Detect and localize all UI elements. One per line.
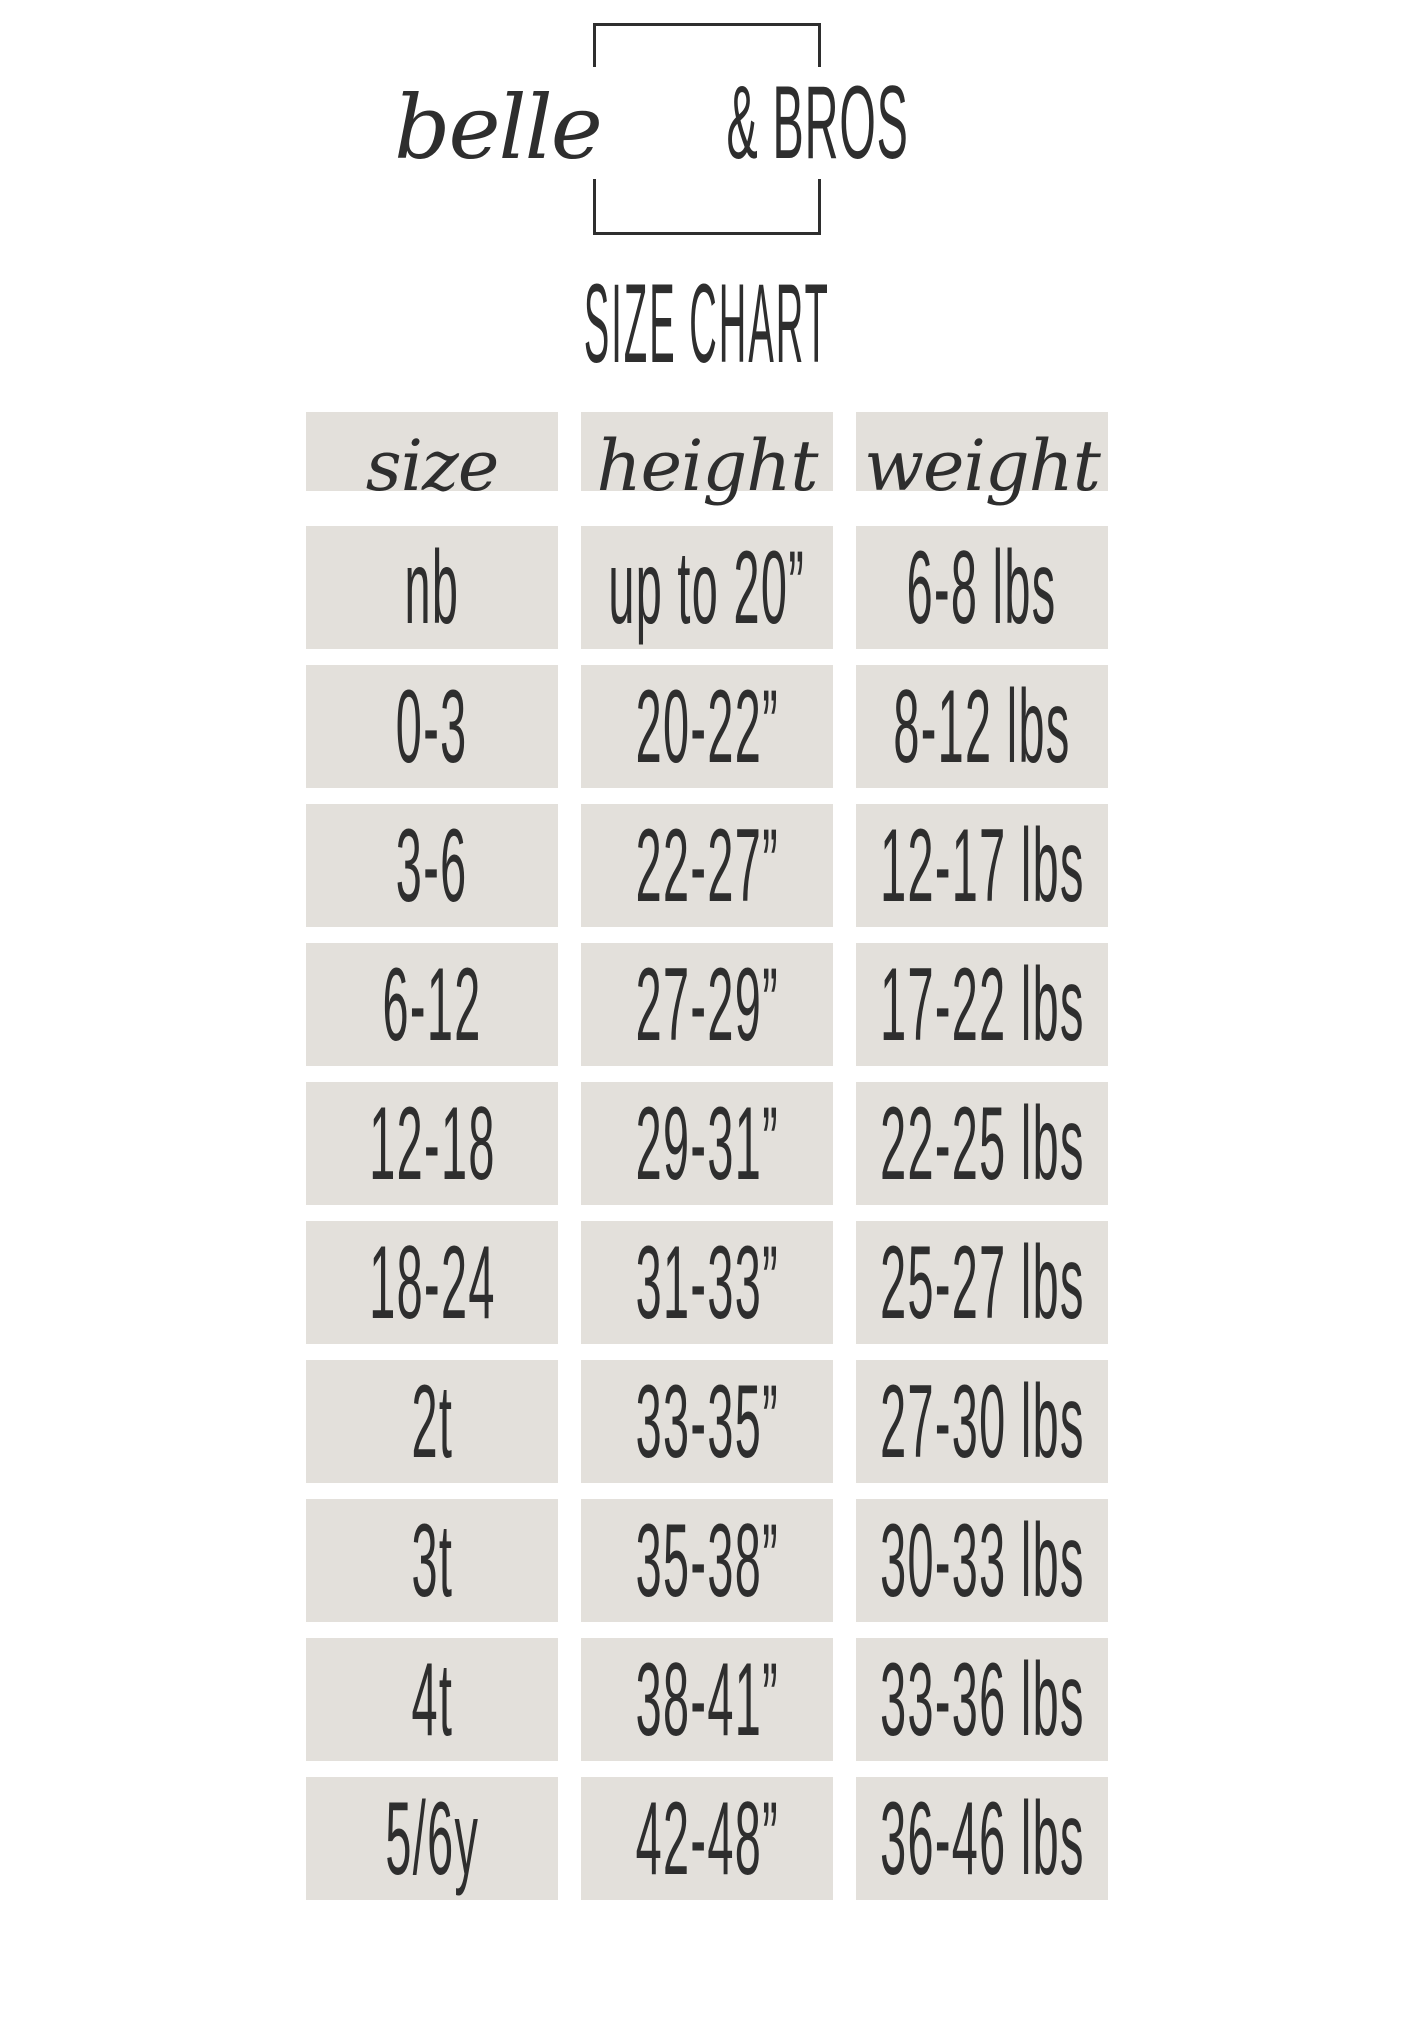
weight-value: 33-36 lbs [879,1641,1085,1758]
size-cell: 18-24 [306,1221,558,1344]
page-title-text: SIZE CHART [583,261,831,386]
weight-cell: 36-46 lbs [856,1777,1108,1900]
size-cell: nb [306,526,558,649]
weight-cell: 8-12 lbs [856,665,1108,788]
height-cell: 29-31” [581,1082,833,1205]
size-value: 5/6y [385,1780,479,1897]
weight-value: 12-17 lbs [879,807,1085,924]
size-value: 3-6 [396,807,468,924]
size-value: 2t [411,1363,453,1480]
weight-value: 6-8 lbs [907,529,1057,646]
weight-value: 8-12 lbs [893,668,1071,785]
size-value: 6-12 [382,946,482,1063]
size-cell: 2t [306,1360,558,1483]
size-value: 4t [411,1641,453,1758]
size-value: nb [404,529,460,646]
column-header-label: height [596,424,819,507]
weight-value: 17-22 lbs [879,946,1085,1063]
height-value: 29-31” [635,1085,779,1202]
height-cell: 27-29” [581,943,833,1066]
height-cell: 31-33” [581,1221,833,1344]
height-value: 31-33” [635,1224,779,1341]
weight-value: 25-27 lbs [879,1224,1085,1341]
height-value: up to 20” [608,529,806,646]
brand-name-caps: & BROS [726,64,909,181]
column-header-height: height [581,412,833,501]
size-cell: 0-3 [306,665,558,788]
brand-name-caps-wrap: & BROS [615,71,1020,175]
weight-cell: 12-17 lbs [856,804,1108,927]
weight-value: 22-25 lbs [879,1085,1085,1202]
brand-name-script: belle [394,75,603,179]
weight-cell: 30-33 lbs [856,1499,1108,1622]
weight-cell: 17-22 lbs [856,943,1108,1066]
size-value: 0-3 [396,668,468,785]
size-cell: 6-12 [306,943,558,1066]
weight-cell: 22-25 lbs [856,1082,1108,1205]
brand-name: belle & BROS [380,66,1034,179]
column-header-weight: weight [856,412,1108,501]
height-cell: 22-27” [581,804,833,927]
weight-cell: 27-30 lbs [856,1360,1108,1483]
page-title: SIZE CHART [0,268,1414,380]
column-header-label: weight [864,424,1101,507]
height-cell: up to 20” [581,526,833,649]
size-chart-table: size height weight nb up to 20” 6-8 lbs 0-3 20-… [306,412,1108,1900]
brand-logo: belle & BROS [380,23,1034,235]
size-chart-page: belle & BROS SIZE CHART size height weight… [0,23,1414,2023]
height-value: 20-22” [635,668,779,785]
height-value: 35-38” [635,1502,779,1619]
column-header-size: size [306,412,558,501]
size-cell: 3-6 [306,804,558,927]
weight-cell: 6-8 lbs [856,526,1108,649]
size-value: 3t [411,1502,453,1619]
size-cell: 3t [306,1499,558,1622]
height-cell: 35-38” [581,1499,833,1622]
weight-cell: 33-36 lbs [856,1638,1108,1761]
height-cell: 42-48” [581,1777,833,1900]
weight-value: 27-30 lbs [879,1363,1085,1480]
height-cell: 33-35” [581,1360,833,1483]
size-value: 18-24 [368,1224,496,1341]
height-cell: 20-22” [581,665,833,788]
height-value: 42-48” [635,1780,779,1897]
column-header-label: size [365,424,500,507]
height-value: 22-27” [635,807,779,924]
height-cell: 38-41” [581,1638,833,1761]
weight-value: 30-33 lbs [879,1502,1085,1619]
size-cell: 5/6y [306,1777,558,1900]
size-cell: 4t [306,1638,558,1761]
height-value: 27-29” [635,946,779,1063]
size-cell: 12-18 [306,1082,558,1205]
weight-cell: 25-27 lbs [856,1221,1108,1344]
height-value: 38-41” [635,1641,779,1758]
weight-value: 36-46 lbs [879,1780,1085,1897]
size-value: 12-18 [368,1085,496,1202]
height-value: 33-35” [635,1363,779,1480]
